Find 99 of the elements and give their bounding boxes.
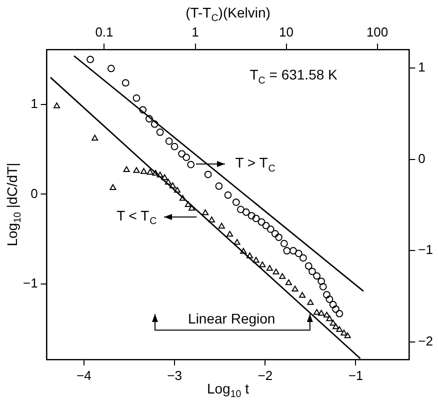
point — [336, 326, 343, 332]
point — [275, 234, 282, 241]
point — [319, 282, 327, 290]
point — [139, 106, 147, 114]
point — [204, 170, 212, 178]
point — [246, 252, 254, 258]
y2-tick-label: −1 — [418, 242, 434, 258]
point — [188, 204, 196, 211]
point — [271, 230, 279, 238]
point — [202, 209, 209, 216]
point — [290, 247, 297, 254]
point — [164, 178, 172, 185]
x2-tick-label: 100 — [366, 24, 388, 40]
point — [336, 310, 344, 318]
y2-tick-label: 1 — [418, 59, 426, 74]
point — [133, 167, 140, 173]
point — [156, 172, 164, 178]
point — [266, 265, 273, 271]
x-tick-label: −3 — [167, 368, 182, 383]
point — [140, 168, 148, 174]
point — [215, 182, 223, 190]
point — [304, 262, 312, 270]
point — [318, 278, 326, 285]
point — [242, 208, 250, 216]
point — [165, 137, 173, 145]
point — [272, 268, 280, 274]
y2-tick-label: −2 — [418, 334, 434, 349]
point — [156, 128, 164, 136]
point — [152, 170, 159, 176]
point — [92, 134, 98, 141]
point — [318, 310, 325, 316]
point — [326, 315, 333, 322]
y-tick-label: −1 — [22, 276, 38, 291]
point — [326, 296, 334, 303]
x-tick-label: −4 — [76, 368, 92, 383]
point — [178, 150, 186, 158]
y-tick-label: 0 — [30, 186, 38, 201]
x-tick-label: −1 — [348, 368, 364, 383]
point — [123, 166, 130, 172]
point — [294, 250, 302, 258]
point — [252, 256, 260, 263]
point — [252, 214, 260, 222]
point — [313, 272, 320, 280]
point — [292, 286, 298, 292]
y2-tick-label: 0 — [418, 150, 426, 166]
y-tick-label: 1 — [30, 96, 38, 111]
point — [107, 64, 115, 72]
point — [182, 154, 190, 162]
point — [224, 191, 232, 199]
y-axis-title: Log10 |dC/dT| — [4, 162, 24, 246]
point — [262, 222, 270, 230]
point — [179, 194, 186, 201]
point — [232, 198, 240, 206]
point — [323, 291, 330, 298]
point — [110, 184, 116, 190]
point — [266, 225, 274, 233]
point — [340, 330, 348, 336]
point — [187, 160, 195, 168]
point — [258, 218, 266, 226]
point — [174, 186, 181, 193]
point — [218, 222, 225, 229]
point — [330, 320, 336, 326]
x2-tick-label: 0.1 — [95, 24, 114, 40]
point — [308, 268, 316, 276]
point — [122, 79, 130, 87]
point — [323, 312, 330, 318]
point — [344, 332, 351, 338]
point — [169, 182, 176, 188]
point — [283, 247, 291, 254]
point — [54, 102, 60, 108]
point — [329, 300, 337, 308]
point — [236, 206, 244, 214]
point — [332, 305, 340, 313]
point — [314, 309, 320, 315]
point — [150, 120, 158, 128]
x2-tick-label: 1 — [192, 24, 199, 40]
point — [86, 56, 94, 64]
point — [285, 279, 292, 286]
x-tick-label: −2 — [258, 368, 273, 383]
point — [299, 292, 306, 298]
point — [299, 254, 307, 262]
point — [226, 230, 234, 237]
point — [248, 212, 256, 220]
point — [161, 174, 168, 180]
x2-tick-label: 10 — [279, 24, 294, 40]
point — [307, 299, 314, 305]
point — [259, 261, 266, 268]
annotation: Linear Region — [188, 310, 276, 327]
point — [132, 94, 140, 102]
point — [234, 238, 240, 245]
point — [240, 248, 247, 254]
point — [208, 216, 215, 222]
point — [146, 168, 154, 175]
point — [279, 273, 286, 279]
point — [332, 323, 340, 330]
point — [145, 115, 153, 122]
point — [280, 240, 288, 248]
point — [184, 201, 192, 208]
point — [170, 142, 178, 150]
